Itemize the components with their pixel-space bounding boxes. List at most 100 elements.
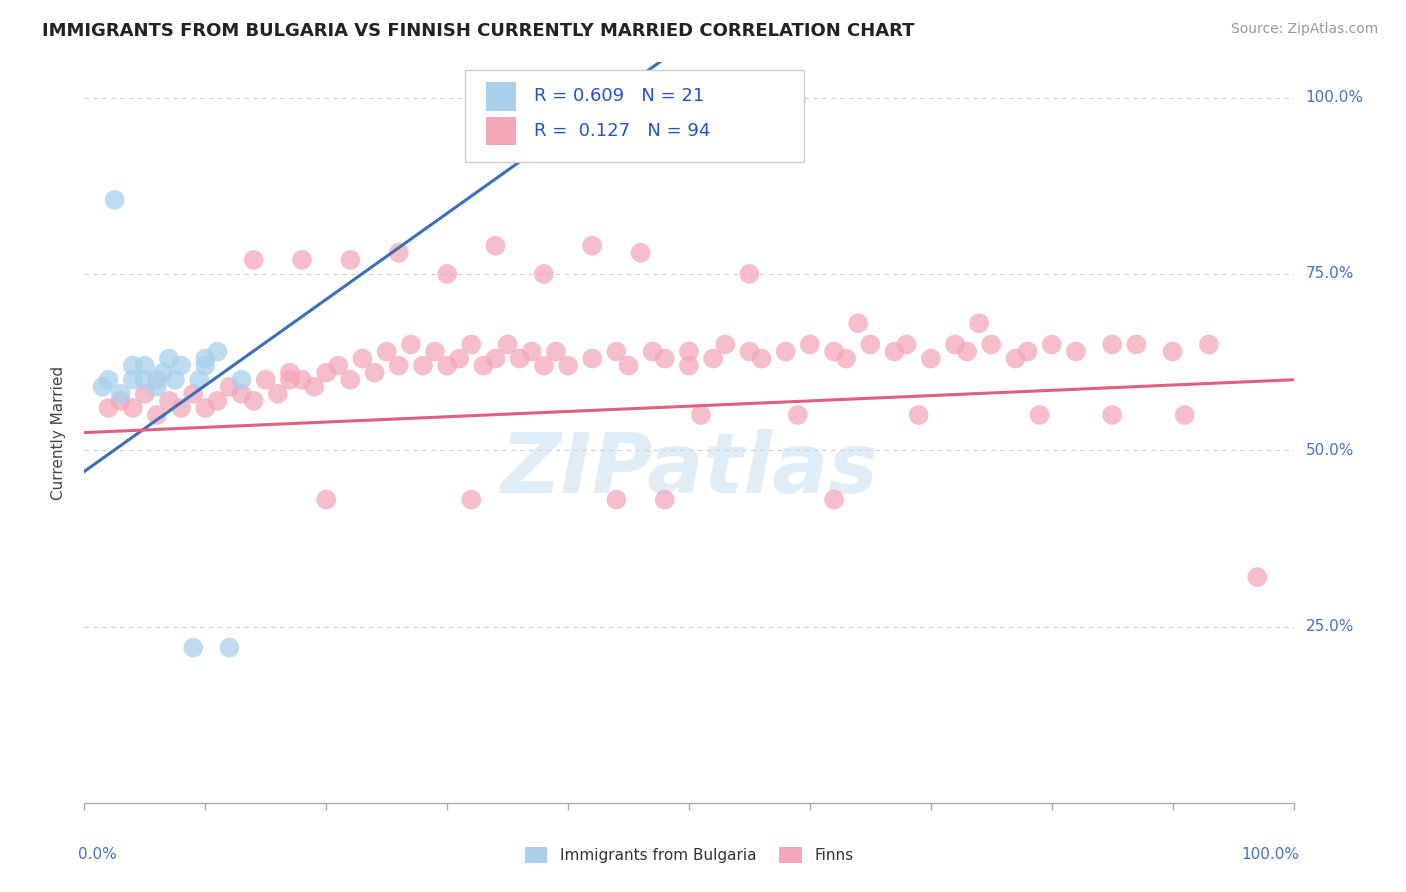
- Point: [146, 408, 169, 422]
- Point: [823, 344, 845, 359]
- Point: [605, 492, 627, 507]
- Point: [967, 316, 990, 330]
- Point: [883, 344, 905, 359]
- Point: [690, 408, 713, 422]
- Point: [104, 193, 127, 207]
- Point: [714, 337, 737, 351]
- Point: [436, 359, 458, 373]
- Point: [896, 337, 918, 351]
- Point: [533, 267, 555, 281]
- Point: [956, 344, 979, 359]
- Point: [165, 373, 187, 387]
- Point: [423, 344, 446, 359]
- Point: [557, 359, 579, 373]
- Point: [328, 359, 350, 373]
- Point: [97, 373, 120, 387]
- Point: [509, 351, 531, 366]
- Text: R = 0.609   N = 21: R = 0.609 N = 21: [534, 87, 704, 105]
- Point: [472, 359, 495, 373]
- Point: [231, 387, 253, 401]
- Point: [799, 337, 821, 351]
- Point: [278, 373, 301, 387]
- Point: [188, 373, 211, 387]
- Point: [242, 252, 264, 267]
- Point: [581, 351, 603, 366]
- Point: [1017, 344, 1039, 359]
- Point: [1198, 337, 1220, 351]
- Point: [605, 344, 627, 359]
- Point: [1246, 570, 1268, 584]
- Point: [1040, 337, 1063, 351]
- Point: [267, 387, 290, 401]
- Point: [399, 337, 422, 351]
- Point: [496, 337, 519, 351]
- Y-axis label: Currently Married: Currently Married: [51, 366, 66, 500]
- Point: [121, 373, 143, 387]
- Point: [121, 359, 143, 373]
- Point: [533, 359, 555, 373]
- Point: [121, 401, 143, 415]
- Text: R =  0.127   N = 94: R = 0.127 N = 94: [534, 122, 710, 140]
- Point: [207, 393, 229, 408]
- Point: [630, 245, 652, 260]
- Point: [1101, 337, 1123, 351]
- Point: [134, 387, 156, 401]
- Point: [1161, 344, 1184, 359]
- Point: [460, 337, 482, 351]
- Point: [1004, 351, 1026, 366]
- Point: [218, 640, 240, 655]
- Point: [775, 344, 797, 359]
- Point: [363, 366, 385, 380]
- Point: [181, 387, 204, 401]
- FancyBboxPatch shape: [465, 70, 804, 162]
- Point: [97, 401, 120, 415]
- Point: [231, 373, 253, 387]
- Point: [1125, 337, 1147, 351]
- Point: [339, 252, 361, 267]
- Point: [388, 359, 411, 373]
- Text: 100.0%: 100.0%: [1241, 847, 1299, 863]
- Point: [194, 351, 217, 366]
- Point: [302, 380, 325, 394]
- Point: [146, 380, 169, 394]
- Text: 25.0%: 25.0%: [1306, 619, 1354, 634]
- Point: [907, 408, 929, 422]
- Point: [449, 351, 471, 366]
- Point: [152, 366, 174, 380]
- Text: ZIPatlas: ZIPatlas: [501, 429, 877, 510]
- Point: [702, 351, 724, 366]
- Point: [544, 344, 567, 359]
- Point: [846, 316, 869, 330]
- Point: [170, 401, 193, 415]
- Point: [617, 359, 640, 373]
- Point: [654, 492, 676, 507]
- Point: [194, 401, 217, 415]
- Point: [678, 359, 700, 373]
- Legend: Immigrants from Bulgaria, Finns: Immigrants from Bulgaria, Finns: [519, 841, 859, 869]
- Point: [484, 239, 506, 253]
- Point: [738, 344, 761, 359]
- Point: [859, 337, 882, 351]
- Point: [157, 393, 180, 408]
- Point: [520, 344, 543, 359]
- Point: [146, 373, 169, 387]
- Point: [835, 351, 858, 366]
- FancyBboxPatch shape: [486, 117, 516, 145]
- Text: 75.0%: 75.0%: [1306, 267, 1354, 282]
- Point: [980, 337, 1002, 351]
- Point: [254, 373, 277, 387]
- Point: [218, 380, 240, 394]
- Text: IMMIGRANTS FROM BULGARIA VS FINNISH CURRENTLY MARRIED CORRELATION CHART: IMMIGRANTS FROM BULGARIA VS FINNISH CURR…: [42, 22, 915, 40]
- Point: [581, 239, 603, 253]
- Point: [738, 267, 761, 281]
- Point: [823, 492, 845, 507]
- Point: [641, 344, 664, 359]
- FancyBboxPatch shape: [486, 82, 516, 111]
- Point: [436, 267, 458, 281]
- Point: [412, 359, 434, 373]
- Text: 50.0%: 50.0%: [1306, 442, 1354, 458]
- Point: [1101, 408, 1123, 422]
- Point: [786, 408, 808, 422]
- Text: 0.0%: 0.0%: [79, 847, 117, 863]
- Text: 100.0%: 100.0%: [1306, 90, 1364, 105]
